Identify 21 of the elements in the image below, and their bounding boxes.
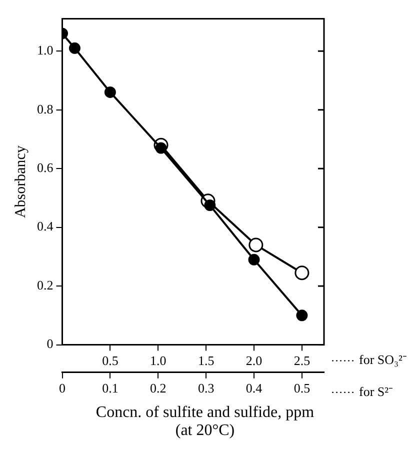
text: for S²⁻ bbox=[359, 384, 393, 399]
y-tick-label: 0.4 bbox=[37, 218, 54, 234]
y-tick-label: 0 bbox=[46, 336, 54, 352]
x2-tick-label: 0.5 bbox=[294, 380, 310, 396]
x-tick-label: 2.5 bbox=[294, 353, 310, 368]
x2-tick-label: 0 bbox=[59, 380, 66, 396]
y-tick-label: 1.0 bbox=[37, 42, 54, 58]
x2-tick-label: 0.3 bbox=[198, 380, 214, 396]
x-tick-label: 2.0 bbox=[246, 353, 262, 368]
x2-tick-label: 0.2 bbox=[150, 380, 166, 396]
y-tick-label: 0.8 bbox=[37, 101, 54, 116]
x-tick-label: 1.5 bbox=[198, 353, 214, 368]
x-axis-title: Concn. of sulfite and sulfide, ppm (at 20°C) bbox=[94, 404, 316, 440]
y-tick-label: 0.2 bbox=[37, 277, 54, 292]
y-axis-title: Absorbancy bbox=[12, 145, 29, 218]
x-tick-label: 0.5 bbox=[102, 353, 118, 368]
text: for SO₃²⁻ bbox=[359, 352, 406, 368]
x2-tick-label: 0.1 bbox=[102, 380, 118, 396]
x-tick-label: 1.0 bbox=[150, 353, 166, 368]
y-tick-label: 0.6 bbox=[37, 160, 54, 176]
x2-tick-label: 0.4 bbox=[246, 380, 263, 396]
